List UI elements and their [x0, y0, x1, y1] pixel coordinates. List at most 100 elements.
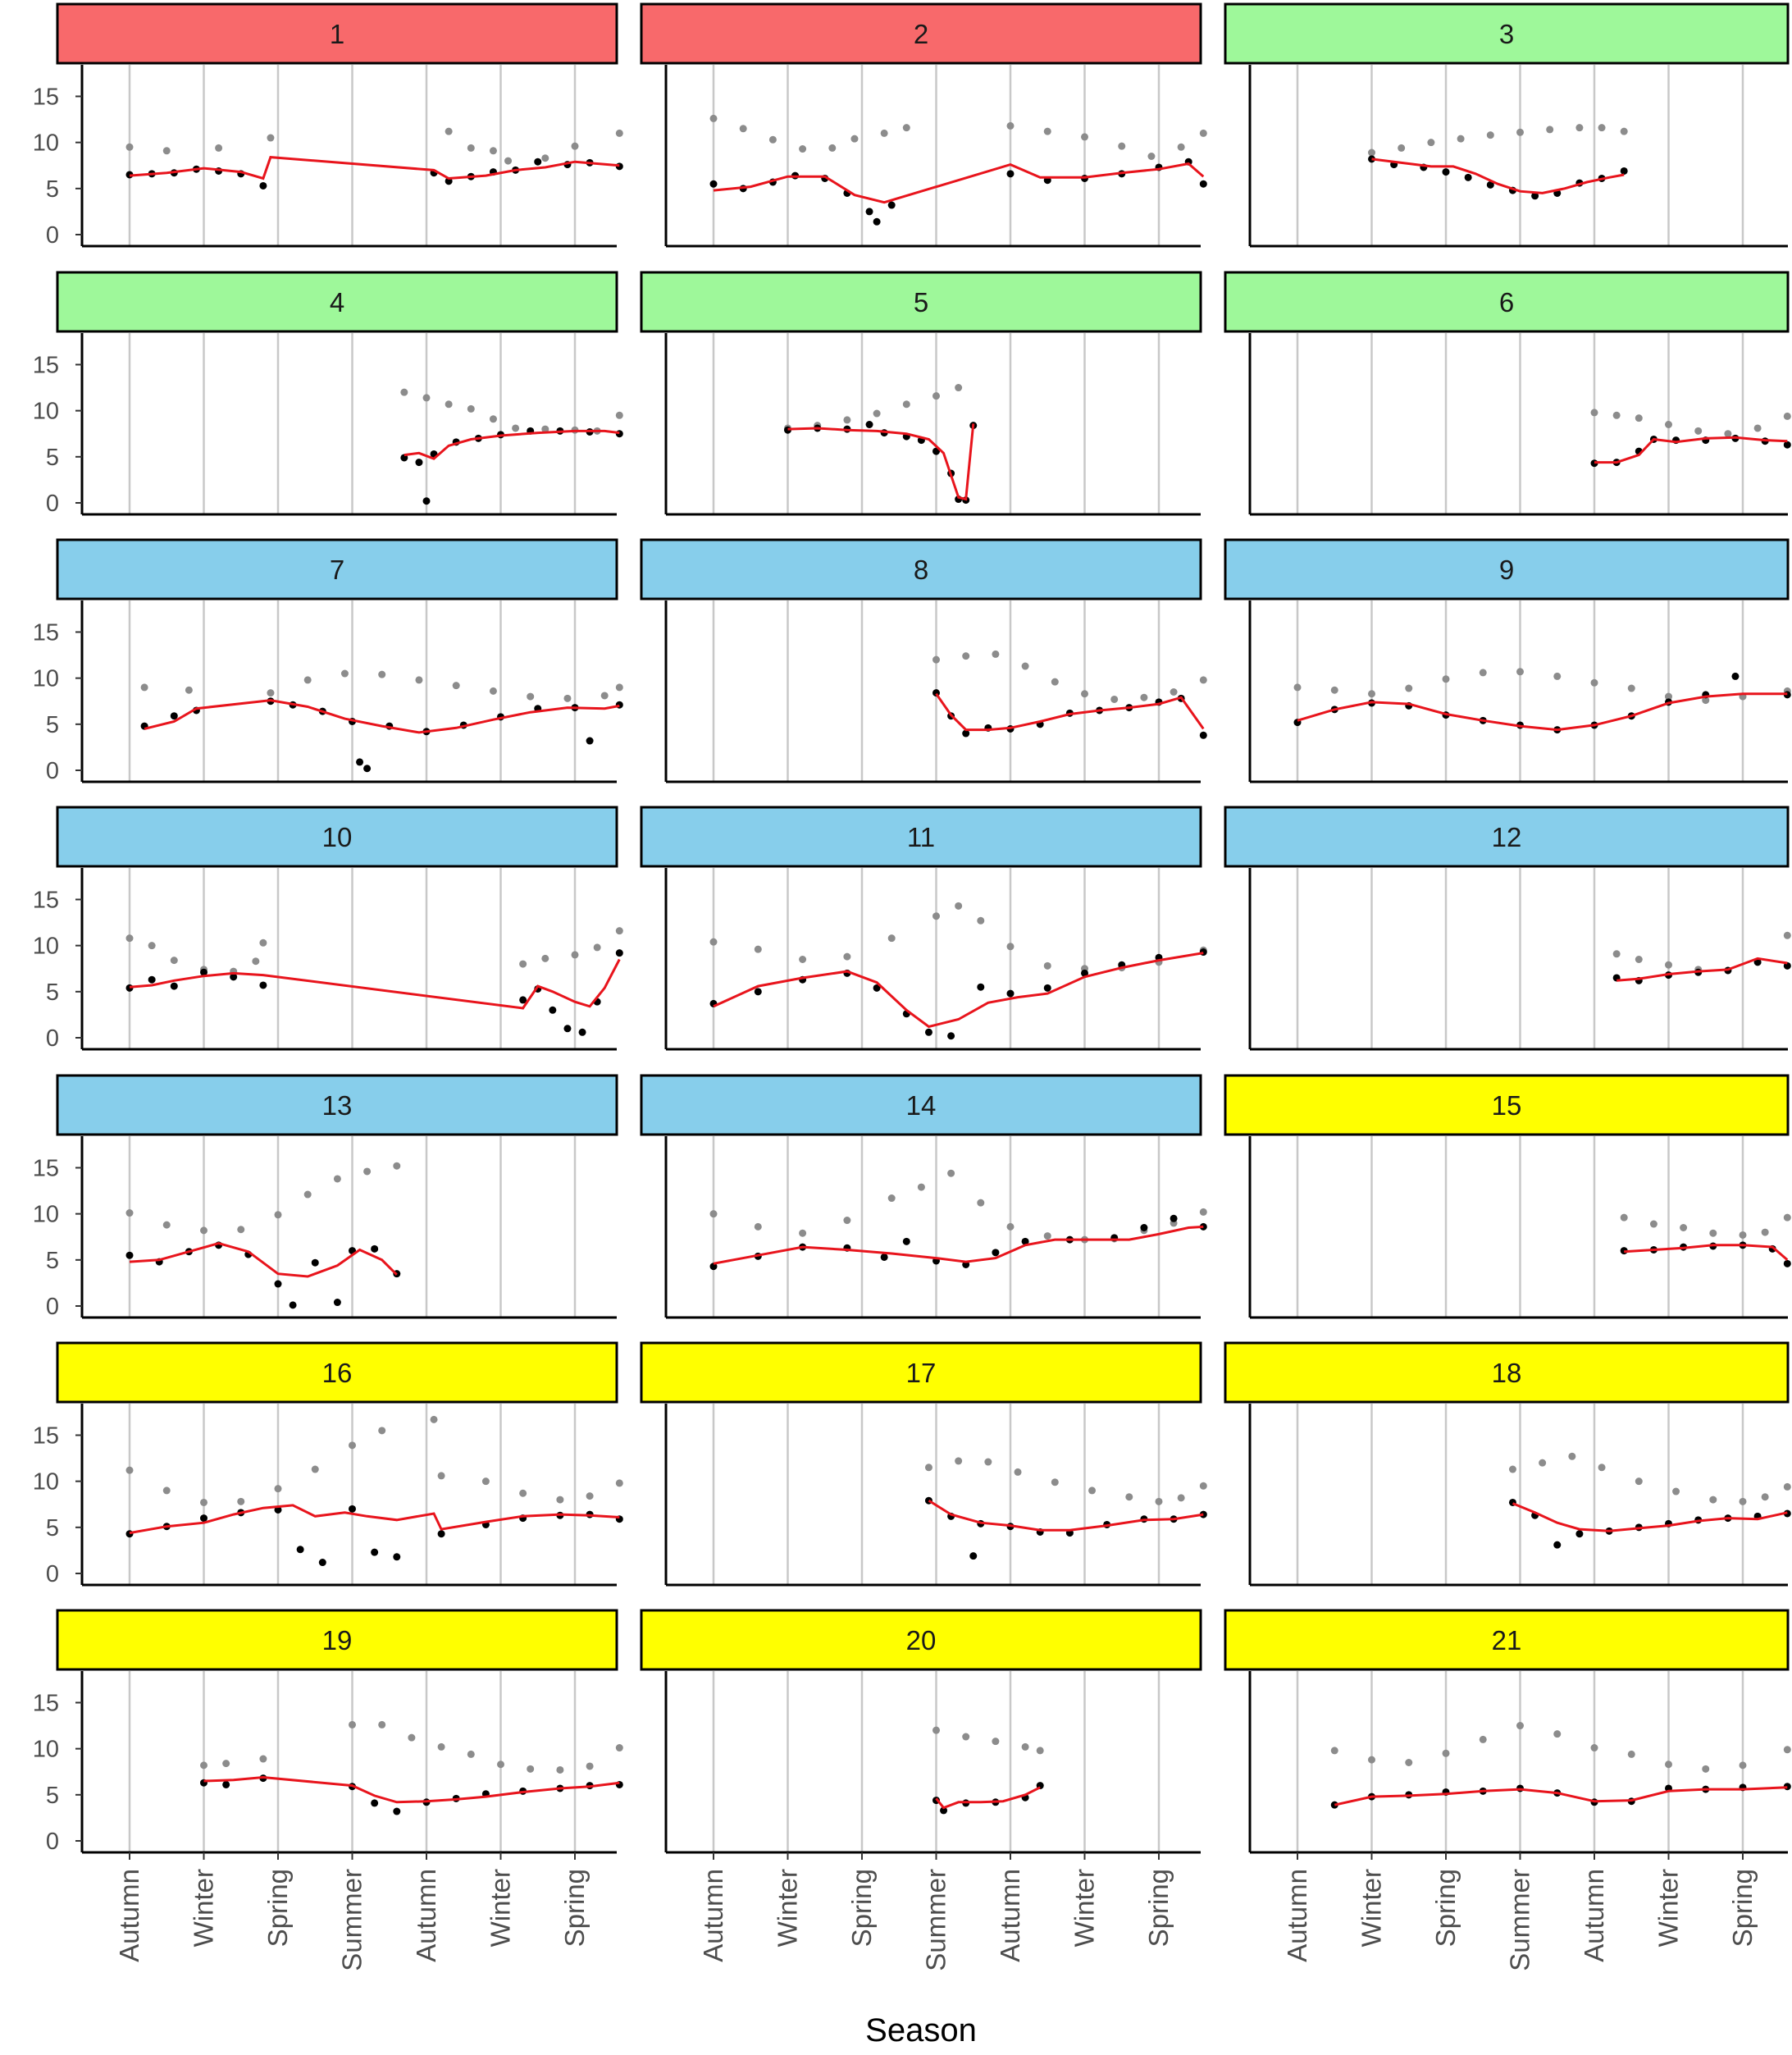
grey-point [754, 1222, 762, 1231]
grey-point [1147, 153, 1156, 160]
y-tick-label: 10 [33, 1202, 59, 1228]
y-tick-label: 15 [33, 84, 59, 110]
black-point [1330, 1801, 1338, 1809]
grey-point [1110, 695, 1119, 703]
y-tick-label: 5 [46, 980, 59, 1006]
grey-point [1442, 675, 1450, 683]
y-tick-label: 15 [33, 352, 59, 378]
black-point [902, 1237, 910, 1245]
black-point [887, 201, 896, 209]
smooth-line [129, 1242, 398, 1278]
grey-point [1739, 1497, 1747, 1505]
facet-strip-label: 6 [1499, 287, 1514, 317]
grey-point [1724, 430, 1732, 438]
grey-point [527, 1765, 535, 1773]
grey-point [504, 157, 513, 165]
grey-point [1739, 1231, 1747, 1239]
grey-point [378, 1720, 386, 1728]
facet-strip-label: 12 [1492, 822, 1522, 852]
y-tick-label: 0 [46, 222, 59, 249]
grey-point [1368, 1756, 1375, 1764]
black-point [1486, 180, 1494, 189]
grey-point [1177, 1494, 1185, 1502]
grey-point [481, 1477, 490, 1486]
grey-point [1761, 1493, 1769, 1501]
x-tick-label: Spring [846, 1869, 877, 1947]
smooth-line [144, 699, 620, 734]
grey-point [437, 1742, 445, 1751]
y-tick-label: 10 [33, 399, 59, 425]
black-point [962, 729, 970, 738]
x-tick-label: Winter [1653, 1869, 1684, 1947]
grey-point [1709, 1229, 1717, 1237]
x-tick-label: Autumn [1579, 1869, 1609, 1962]
panel-18: 18 [1224, 1341, 1791, 1587]
grey-point [984, 1458, 992, 1466]
panel-21: 21 Autumn Winter Spring Summer Autumn Winter Sp… [1224, 1609, 1791, 1971]
grey-point [754, 945, 762, 953]
x-tick-label: Autumn [1282, 1869, 1312, 1962]
y-tick-label: 0 [46, 1294, 59, 1320]
x-tick-label: Summer [337, 1869, 367, 1971]
grey-point [340, 669, 349, 678]
smooth-line [129, 1504, 620, 1535]
grey-point [600, 692, 609, 700]
grey-point [1051, 1478, 1059, 1486]
grey-point [1088, 1486, 1097, 1495]
grey-point [1199, 1482, 1207, 1490]
grey-point [1665, 692, 1672, 701]
facet-strip [640, 271, 1202, 333]
grey-point [843, 1217, 851, 1225]
grey-point [1620, 1213, 1628, 1222]
grey-point [1635, 414, 1643, 422]
grey-point [519, 960, 527, 968]
grey-point [615, 683, 623, 692]
black-point [371, 1548, 379, 1556]
black-point [1368, 155, 1375, 163]
grey-point [489, 147, 497, 155]
x-tick-label: Winter [486, 1869, 516, 1947]
facet-strip [640, 806, 1202, 868]
grey-point [1516, 1722, 1524, 1730]
grey-point [1457, 135, 1465, 143]
x-tick-label: Spring [262, 1869, 293, 1947]
black-point [333, 1299, 341, 1307]
black-point [148, 975, 156, 984]
facet-strip [1224, 806, 1790, 868]
smooth-line [129, 156, 620, 180]
x-tick-label: Summer [1505, 1869, 1535, 1971]
smooth-line [1512, 1502, 1788, 1532]
grey-point [274, 1485, 282, 1493]
grey-point [125, 934, 134, 943]
y-tick-label: 0 [46, 758, 59, 784]
panel-4: 4 0 5 10 15 [33, 271, 623, 517]
grey-point [1590, 409, 1598, 417]
facet-strip-label: 21 [1492, 1625, 1522, 1655]
black-point [296, 1546, 304, 1554]
x-tick-label: Winter [773, 1869, 803, 1947]
grey-point [1783, 1746, 1791, 1754]
grey-point [200, 1498, 207, 1506]
black-point [371, 1799, 379, 1807]
black-point [1783, 1259, 1791, 1267]
smooth-line [928, 1499, 1204, 1532]
black-point [230, 973, 238, 981]
grey-point [1635, 1477, 1643, 1486]
facet-strip-label: 20 [906, 1625, 937, 1655]
grey-point [1081, 690, 1088, 698]
grey-point [1761, 1228, 1769, 1236]
grey-point [1125, 1493, 1133, 1501]
black-point [865, 421, 873, 428]
grey-point [887, 1194, 896, 1203]
black-point [289, 1301, 297, 1309]
grey-point [1672, 1487, 1680, 1496]
grey-point [437, 1472, 445, 1480]
black-point [200, 968, 207, 976]
black-point [519, 996, 527, 1004]
y-tick-label: 15 [33, 1423, 59, 1449]
black-point [422, 497, 431, 505]
facet-strip [640, 1074, 1202, 1136]
panel-7: 7 0 5 10 15 [33, 538, 623, 784]
